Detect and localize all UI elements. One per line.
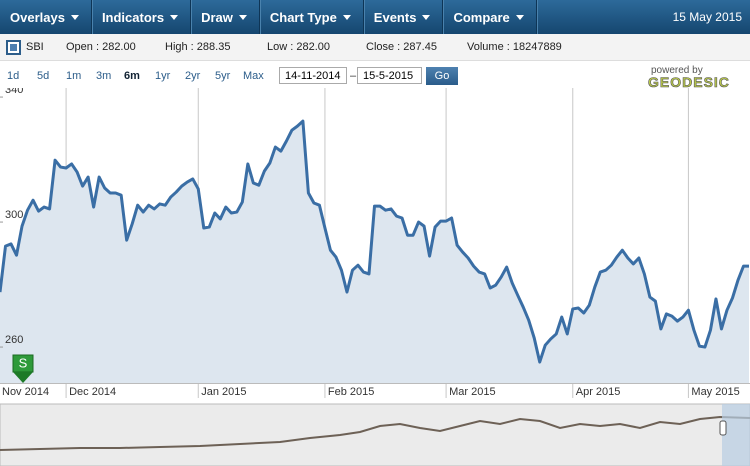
range-button[interactable]: 1m: [66, 70, 82, 82]
quote-bar: SBI Open : 282.00 High : 288.35 Low : 282.…: [0, 34, 750, 61]
menu[interactable]: Compare: [443, 0, 537, 34]
logo: GEODESIC: [648, 74, 730, 91]
to-date[interactable]: 15-5-2015: [357, 67, 422, 84]
toolbar: 15 May 2015 Overlays Indicators Draw Chart …: [0, 0, 750, 34]
chart: Nov 2014 Dec 2014 Jan 2015 Feb 2015 Mar 2015…: [0, 88, 750, 466]
menu-arrow: [238, 14, 247, 20]
navigator: [0, 403, 750, 466]
date: 15 May 2015: [672, 10, 742, 24]
x-tick-label: Jan 2015: [201, 386, 246, 398]
menu-label: Compare: [453, 9, 510, 25]
menu-arrow: [70, 14, 79, 20]
x-tick-label: Dec 2014: [69, 386, 116, 398]
symbol: SBI: [26, 41, 44, 53]
navigator-selection[interactable]: [722, 404, 750, 466]
range-button[interactable]: 6m: [124, 70, 140, 82]
menu-arrow: [422, 14, 431, 20]
range-button[interactable]: 1yr: [155, 70, 171, 82]
menu[interactable]: Draw: [191, 0, 260, 34]
range-button[interactable]: 1d: [7, 70, 20, 82]
range-button[interactable]: 5yr: [215, 70, 231, 82]
price-line: [0, 119, 749, 364]
checkbox[interactable]: [6, 40, 21, 55]
quote-field: High : 288.35: [165, 41, 231, 53]
quote-field: Close : 287.45: [366, 41, 437, 53]
signal-label: S: [19, 355, 28, 370]
menu-arrow: [515, 14, 524, 20]
y-tick-label: 260: [5, 334, 23, 346]
quote-field: Volume : 18247889: [467, 41, 562, 53]
quote-field: Low : 282.00: [267, 41, 330, 53]
from-date[interactable]: 14-11-2014: [279, 67, 347, 84]
axis-line: [0, 383, 750, 384]
menu-label: Overlays: [10, 9, 65, 25]
menu-label: Indicators: [101, 9, 165, 25]
x-tick-label: Mar 2015: [449, 386, 495, 398]
separator: –: [350, 70, 357, 82]
menu-label: Draw: [201, 9, 233, 25]
x-tick-label: Apr 2015: [576, 386, 621, 398]
y-tick-label: 340: [5, 88, 23, 96]
x-tick-label: May 2015: [691, 386, 739, 398]
menu-arrow: [170, 14, 179, 20]
range-button[interactable]: 2yr: [185, 70, 201, 82]
menu[interactable]: Events: [364, 0, 444, 34]
menu[interactable]: Chart Type: [260, 0, 364, 34]
navigator-line: [0, 415, 750, 451]
go-button[interactable]: Go: [426, 67, 458, 85]
y-tick-label: 300: [5, 209, 23, 221]
range-button[interactable]: Max: [243, 70, 264, 82]
x-tick-label: Nov 2014: [2, 386, 49, 398]
x-tick-label: Feb 2015: [328, 386, 374, 398]
menu[interactable]: Indicators: [92, 0, 192, 34]
signal-arrow: [13, 372, 33, 383]
menu-arrow: [342, 14, 351, 20]
menu[interactable]: Overlays: [0, 0, 92, 34]
range-bar: 14-11-2014 – 15-5-2015 Go powered by GEO…: [0, 62, 750, 91]
logo-caption: powered by: [651, 65, 703, 76]
navigator-handle[interactable]: [719, 420, 727, 436]
range-button[interactable]: 5d: [37, 70, 50, 82]
quote-field: Open : 282.00: [66, 41, 136, 53]
range-button[interactable]: 3m: [96, 70, 112, 82]
menu-label: Chart Type: [269, 9, 337, 25]
menu-label: Events: [373, 9, 417, 25]
